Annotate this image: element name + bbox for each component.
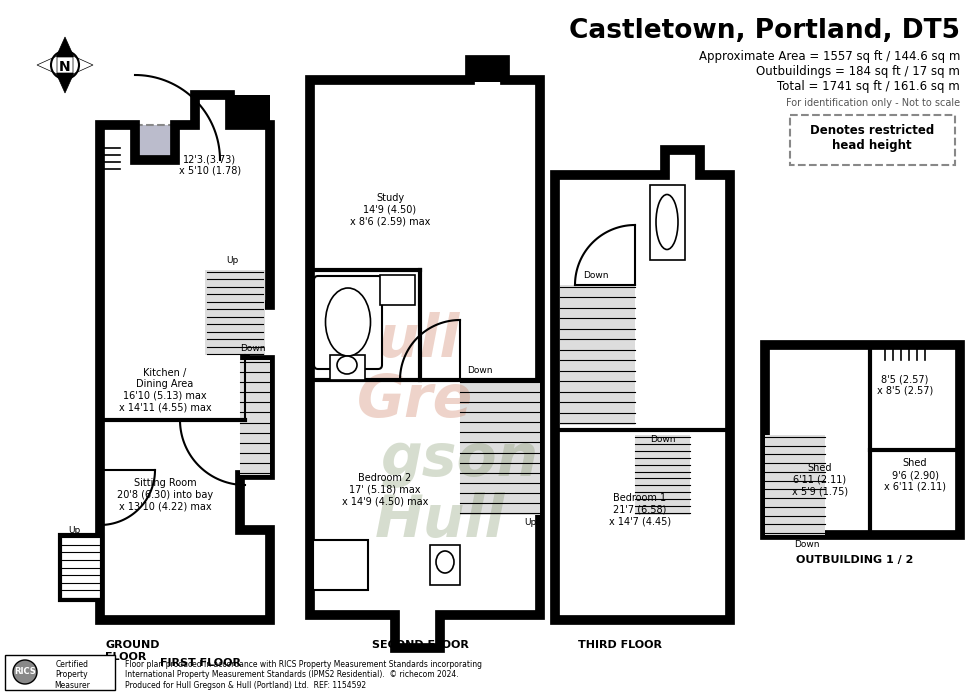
Bar — [228, 95, 270, 125]
Bar — [5, 655, 115, 690]
Text: Bedroom 2
17' (5.18) max
x 14'9 (4.50) max: Bedroom 2 17' (5.18) max x 14'9 (4.50) m… — [342, 473, 428, 507]
Text: SECOND FLOOR: SECOND FLOOR — [371, 640, 468, 650]
Text: Down: Down — [583, 271, 609, 280]
Ellipse shape — [436, 551, 454, 573]
Text: Outbuildings = 184 sq ft / 17 sq m: Outbuildings = 184 sq ft / 17 sq m — [757, 65, 960, 78]
Bar — [430, 545, 460, 585]
Bar — [635, 435, 690, 515]
Bar — [765, 435, 825, 535]
Bar — [60, 535, 102, 600]
Bar — [468, 60, 507, 82]
Bar — [650, 185, 685, 260]
Polygon shape — [56, 37, 74, 57]
Bar — [313, 540, 368, 590]
Text: Certified
Property
Measurer: Certified Property Measurer — [54, 660, 90, 690]
Text: For identification only - Not to scale: For identification only - Not to scale — [786, 98, 960, 108]
Bar — [560, 285, 635, 425]
Bar — [135, 125, 230, 235]
Polygon shape — [37, 56, 57, 74]
Text: FIRST FLOOR: FIRST FLOOR — [160, 658, 240, 668]
Text: Shed
9'6 (2.90)
x 6'11 (2.11): Shed 9'6 (2.90) x 6'11 (2.11) — [884, 458, 946, 491]
Text: Study
14'9 (4.50)
x 8'6 (2.59) max: Study 14'9 (4.50) x 8'6 (2.59) max — [350, 193, 430, 227]
Text: Gre: Gre — [357, 371, 473, 428]
Text: Up: Up — [225, 256, 238, 265]
Text: THIRD FLOOR: THIRD FLOOR — [578, 640, 662, 650]
Bar — [790, 115, 955, 165]
Bar — [330, 355, 365, 380]
Circle shape — [13, 660, 37, 684]
Text: 8'5 (2.57)
x 8'5 (2.57): 8'5 (2.57) x 8'5 (2.57) — [877, 374, 933, 396]
Text: Bedroom 1
21'7 (6.58)
x 14'7 (4.45): Bedroom 1 21'7 (6.58) x 14'7 (4.45) — [609, 493, 671, 527]
Bar — [460, 380, 540, 515]
Text: N: N — [59, 60, 71, 74]
Text: 12'3.(3.73)
x 5'10 (1.78): 12'3.(3.73) x 5'10 (1.78) — [179, 155, 241, 176]
Ellipse shape — [656, 195, 678, 249]
Polygon shape — [555, 150, 730, 620]
Text: Down: Down — [650, 435, 675, 444]
Text: Total = 1741 sq ft / 161.6 sq m: Total = 1741 sq ft / 161.6 sq m — [777, 80, 960, 93]
Text: Down: Down — [240, 344, 266, 353]
Text: RICS: RICS — [14, 667, 36, 676]
Text: Sitting Room
20'8 (6.30) into bay
x 13'10 (4.22) max: Sitting Room 20'8 (6.30) into bay x 13'1… — [117, 478, 213, 511]
Text: Castletown, Portland, DT5: Castletown, Portland, DT5 — [569, 18, 960, 44]
Polygon shape — [315, 85, 540, 555]
FancyBboxPatch shape — [314, 276, 382, 369]
Polygon shape — [73, 56, 93, 74]
Polygon shape — [100, 95, 270, 620]
Bar — [560, 180, 725, 340]
Bar — [765, 345, 960, 535]
Text: Down: Down — [795, 540, 820, 549]
Text: OUTBUILDING 1 / 2: OUTBUILDING 1 / 2 — [797, 555, 913, 565]
Text: Hull: Hull — [374, 491, 505, 548]
Text: Denotes restricted
head height: Denotes restricted head height — [809, 124, 934, 152]
Text: Hull: Hull — [330, 311, 461, 369]
Ellipse shape — [337, 356, 357, 374]
Text: Down: Down — [467, 366, 493, 375]
Bar — [380, 275, 415, 305]
Text: Up: Up — [68, 526, 80, 535]
Text: Up: Up — [524, 518, 536, 527]
Bar — [240, 360, 270, 475]
Text: Approximate Area = 1557 sq ft / 144.6 sq m: Approximate Area = 1557 sq ft / 144.6 sq… — [699, 50, 960, 63]
Text: Floor plan produced in accordance with RICS Property Measurement Standards incor: Floor plan produced in accordance with R… — [125, 660, 482, 690]
Polygon shape — [310, 60, 540, 648]
Polygon shape — [56, 73, 74, 93]
Ellipse shape — [325, 288, 370, 356]
Text: Shed
6'11 (2.11)
x 5'9 (1.75): Shed 6'11 (2.11) x 5'9 (1.75) — [792, 464, 848, 497]
Text: GROUND
FLOOR: GROUND FLOOR — [105, 640, 160, 662]
Text: gson: gson — [381, 432, 539, 489]
Bar — [205, 270, 265, 355]
Text: Kitchen /
Dining Area
16'10 (5.13) max
x 14'11 (4.55) max: Kitchen / Dining Area 16'10 (5.13) max x… — [119, 367, 212, 412]
